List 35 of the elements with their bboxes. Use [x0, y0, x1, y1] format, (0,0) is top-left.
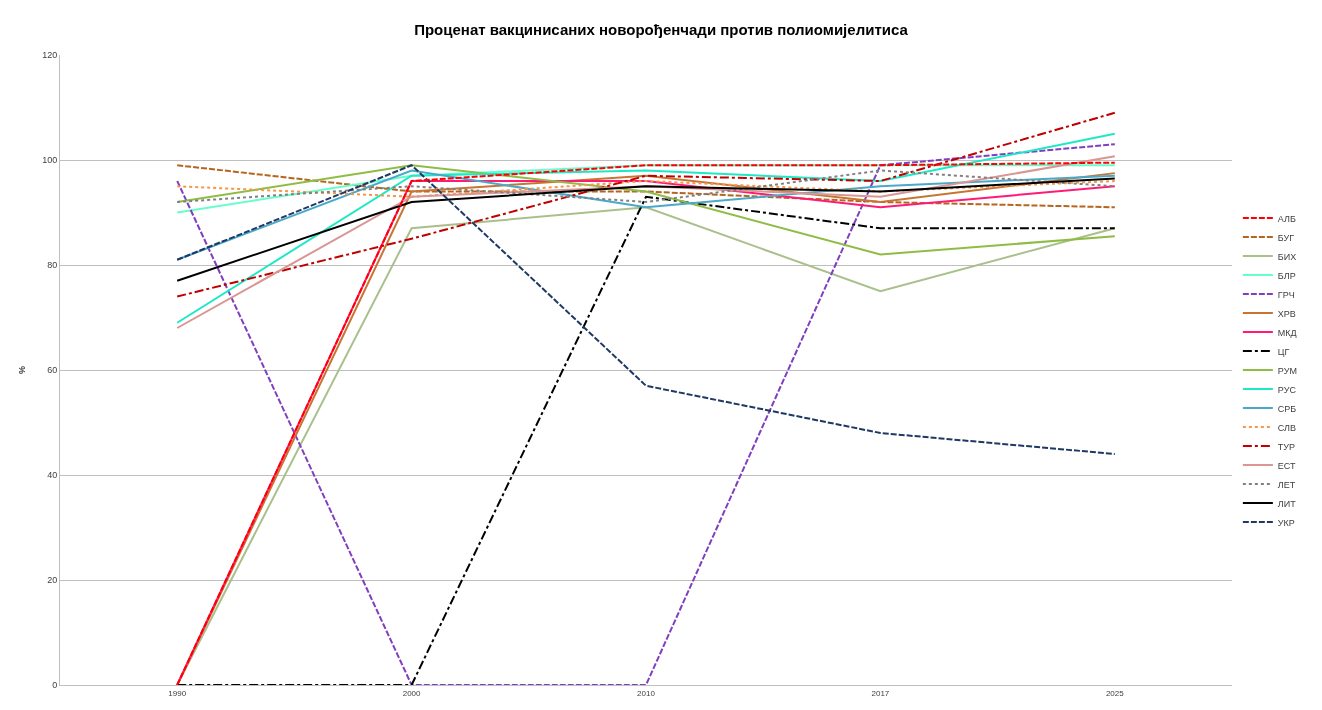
legend-label: МКД: [1277, 327, 1297, 338]
y-tick-label: 20: [47, 575, 58, 586]
x-tick-label: 2025: [1105, 688, 1125, 698]
y-tick-label: 80: [47, 260, 58, 271]
x-tick-label: 2017: [871, 688, 890, 698]
legend-label: ЕСТ: [1277, 460, 1297, 471]
y-axis-title: %: [16, 365, 27, 375]
legend-label: РУМ: [1277, 365, 1297, 376]
legend-label: РУС: [1277, 384, 1297, 395]
y-tick-label: 0: [52, 680, 58, 691]
legend-label: ЦГ: [1277, 346, 1290, 357]
line-series: [176, 180, 1116, 198]
legend-label: СЛВ: [1277, 422, 1296, 433]
x-tick-label: 2010: [637, 688, 656, 698]
legend-label: УКР: [1277, 517, 1295, 528]
legend-label: БУГ: [1277, 232, 1295, 243]
legend-label: ТУР: [1277, 441, 1296, 452]
line-series: [176, 111, 1116, 298]
legend-label: АЛБ: [1277, 213, 1296, 224]
legend-label: БЛР: [1277, 270, 1296, 281]
y-tick-label: 40: [47, 470, 58, 481]
y-tick-label: 100: [42, 155, 58, 166]
legend-label: ЛЕТ: [1277, 479, 1296, 490]
legend-label: ХРВ: [1277, 308, 1296, 319]
x-tick-label: 2000: [402, 688, 422, 698]
legend-label: ГРЧ: [1277, 289, 1295, 300]
legend-label: ЛИТ: [1277, 498, 1297, 509]
y-tick-label: 60: [47, 365, 58, 376]
chart-title: Проценат вакцинисаних новорођенчади против полиомијелитиса: [414, 21, 909, 39]
y-tick-label: 120: [42, 50, 58, 61]
legend-label: БИХ: [1277, 251, 1297, 262]
x-tick-label: 1990: [168, 688, 187, 698]
line-series: [176, 164, 1116, 455]
line-series: [176, 177, 1116, 282]
legend-label: СРБ: [1277, 403, 1297, 414]
